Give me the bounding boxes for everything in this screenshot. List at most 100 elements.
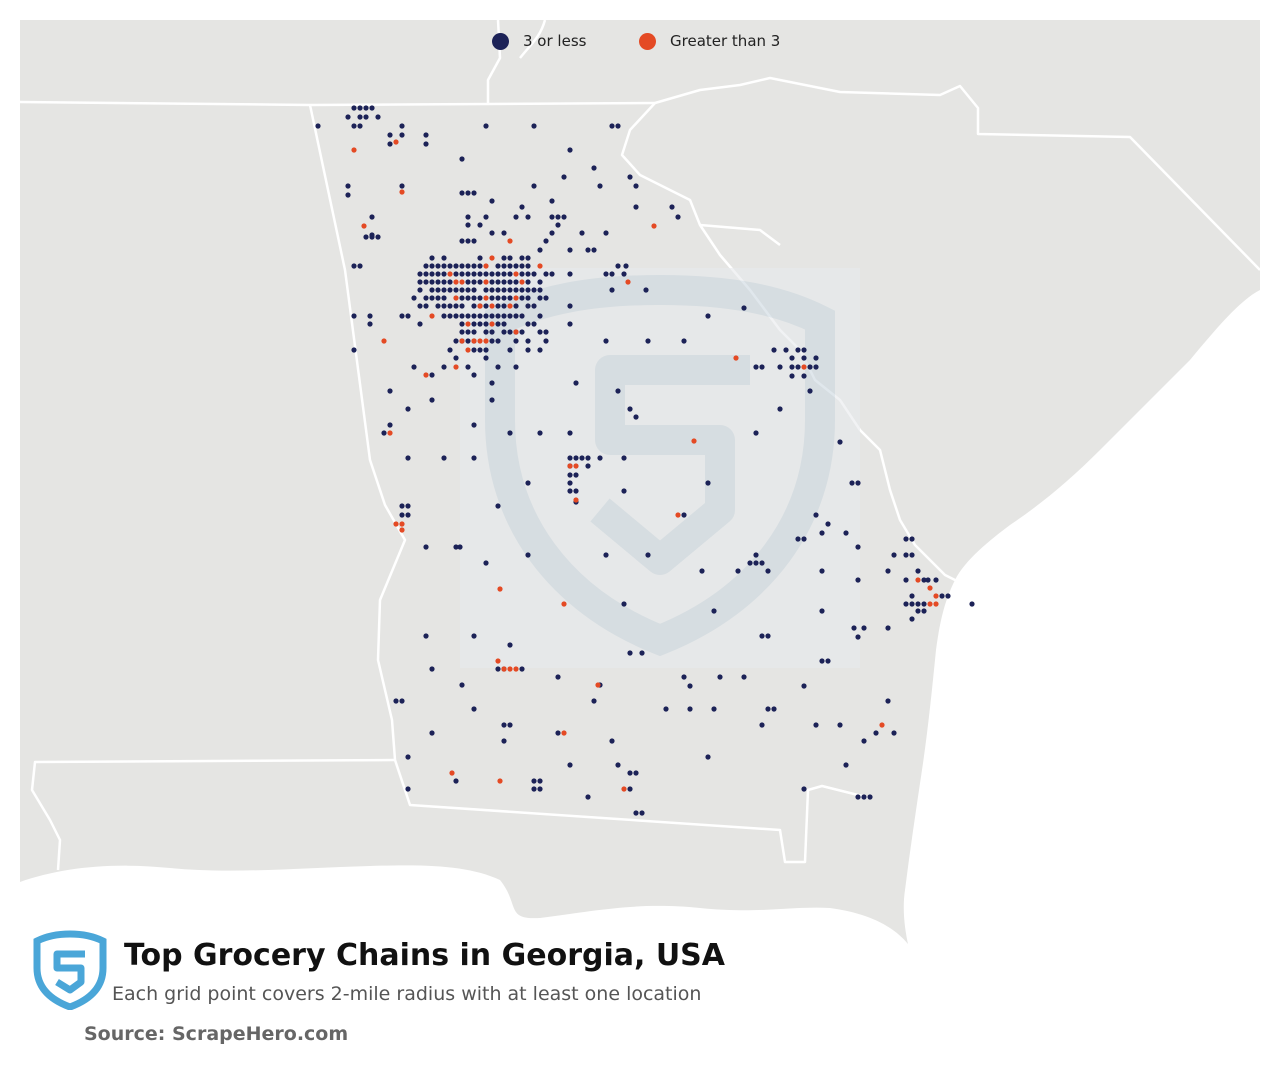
- grid-point-low: [663, 706, 669, 712]
- grid-point-high: [513, 666, 519, 672]
- grid-point-low: [477, 295, 483, 301]
- grid-point-low: [567, 247, 573, 253]
- grid-point-low: [363, 234, 369, 240]
- grid-point-low: [525, 255, 531, 261]
- grid-point-high: [651, 223, 657, 229]
- grid-point-low: [405, 786, 411, 792]
- grid-point-low: [819, 568, 825, 574]
- grid-point-low: [705, 480, 711, 486]
- legend-item-low: 3 or less: [492, 32, 586, 50]
- grid-point-low: [363, 114, 369, 120]
- grid-point-low: [501, 263, 507, 269]
- grid-point-low: [741, 305, 747, 311]
- grid-point-low: [861, 738, 867, 744]
- grid-point-low: [489, 271, 495, 277]
- grid-point-low: [591, 698, 597, 704]
- grid-point-low: [441, 313, 447, 319]
- grid-point-low: [843, 762, 849, 768]
- grid-point-low: [357, 114, 363, 120]
- grid-point-low: [483, 560, 489, 566]
- grid-point-high: [801, 364, 807, 370]
- grid-point-low: [735, 568, 741, 574]
- grid-point-low: [387, 132, 393, 138]
- grid-point-low: [471, 271, 477, 277]
- grid-point-low: [915, 608, 921, 614]
- grid-point-high: [477, 338, 483, 344]
- grid-point-low: [405, 406, 411, 412]
- grid-point-high: [453, 295, 459, 301]
- grid-point-high: [691, 438, 697, 444]
- low-count-points: [315, 105, 975, 816]
- grid-point-low: [501, 321, 507, 327]
- grid-point-low: [705, 313, 711, 319]
- grid-point-low: [453, 271, 459, 277]
- grid-point-low: [489, 380, 495, 386]
- grid-point-low: [537, 347, 543, 353]
- grid-point-low: [387, 388, 393, 394]
- grid-point-low: [741, 674, 747, 680]
- grid-point-low: [423, 544, 429, 550]
- grid-point-low: [453, 313, 459, 319]
- grid-point-high: [915, 577, 921, 583]
- grid-point-low: [483, 355, 489, 361]
- grid-point-low: [507, 295, 513, 301]
- grid-point-low: [597, 455, 603, 461]
- grid-point-low: [507, 329, 513, 335]
- grid-point-low: [543, 271, 549, 277]
- grid-point-low: [567, 303, 573, 309]
- grid-point-low: [471, 238, 477, 244]
- grid-point-low: [519, 204, 525, 210]
- grid-point-low: [363, 105, 369, 111]
- grid-point-low: [423, 633, 429, 639]
- grid-point-low: [615, 123, 621, 129]
- grid-point-low: [477, 271, 483, 277]
- grid-point-low: [453, 263, 459, 269]
- grid-point-low: [681, 338, 687, 344]
- grid-point-low: [753, 552, 759, 558]
- grid-point-low: [459, 303, 465, 309]
- grid-point-low: [525, 287, 531, 293]
- grid-point-low: [585, 247, 591, 253]
- grid-point-low: [801, 536, 807, 542]
- grid-point-low: [399, 503, 405, 509]
- grid-point-low: [471, 372, 477, 378]
- grid-point-low: [513, 338, 519, 344]
- grid-point-low: [585, 463, 591, 469]
- grid-point-low: [555, 674, 561, 680]
- grid-point-low: [367, 313, 373, 319]
- legend-label-low: 3 or less: [523, 32, 587, 50]
- grid-point-low: [567, 762, 573, 768]
- grid-point-low: [471, 321, 477, 327]
- grid-point-high: [447, 271, 453, 277]
- grid-point-low: [471, 279, 477, 285]
- grid-point-low: [579, 230, 585, 236]
- grid-point-high: [513, 271, 519, 277]
- grid-point-high: [497, 778, 503, 784]
- grid-point-high: [933, 593, 939, 599]
- grid-point-low: [507, 430, 513, 436]
- grid-point-low: [555, 730, 561, 736]
- grid-point-high: [507, 238, 513, 244]
- grid-point-low: [567, 480, 573, 486]
- grid-point-low: [813, 722, 819, 728]
- grid-point-low: [399, 698, 405, 704]
- grid-point-low: [429, 271, 435, 277]
- grid-point-low: [909, 593, 915, 599]
- grid-point-high: [351, 147, 357, 153]
- grid-point-low: [507, 722, 513, 728]
- grid-point-low: [501, 279, 507, 285]
- grid-point-high: [507, 666, 513, 672]
- grid-point-low: [507, 255, 513, 261]
- grid-point-low: [747, 560, 753, 566]
- grid-point-low: [681, 512, 687, 518]
- grid-point-high: [537, 263, 543, 269]
- grid-point-low: [429, 279, 435, 285]
- grid-point-low: [459, 321, 465, 327]
- grid-point-low: [453, 778, 459, 784]
- grid-point-high: [361, 223, 367, 229]
- grid-point-low: [549, 230, 555, 236]
- grid-point-low: [819, 530, 825, 536]
- grid-point-low: [591, 247, 597, 253]
- grid-point-low: [369, 105, 375, 111]
- grid-point-low: [471, 190, 477, 196]
